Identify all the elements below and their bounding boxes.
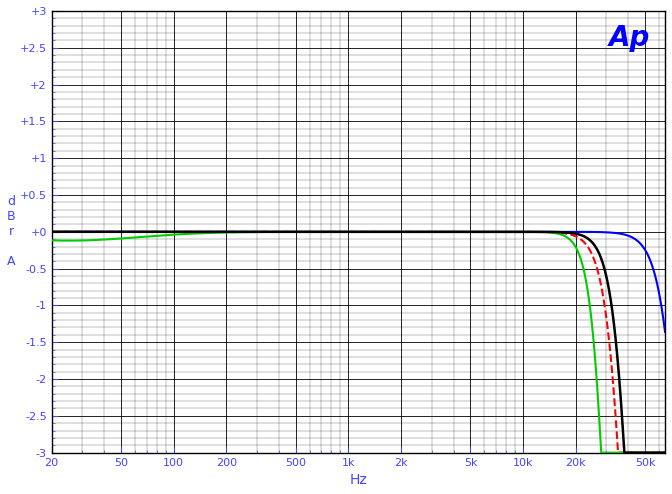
- Text: Ap: Ap: [608, 24, 650, 52]
- Y-axis label: d
B
r

A: d B r A: [7, 195, 15, 268]
- X-axis label: Hz: Hz: [349, 473, 367, 487]
